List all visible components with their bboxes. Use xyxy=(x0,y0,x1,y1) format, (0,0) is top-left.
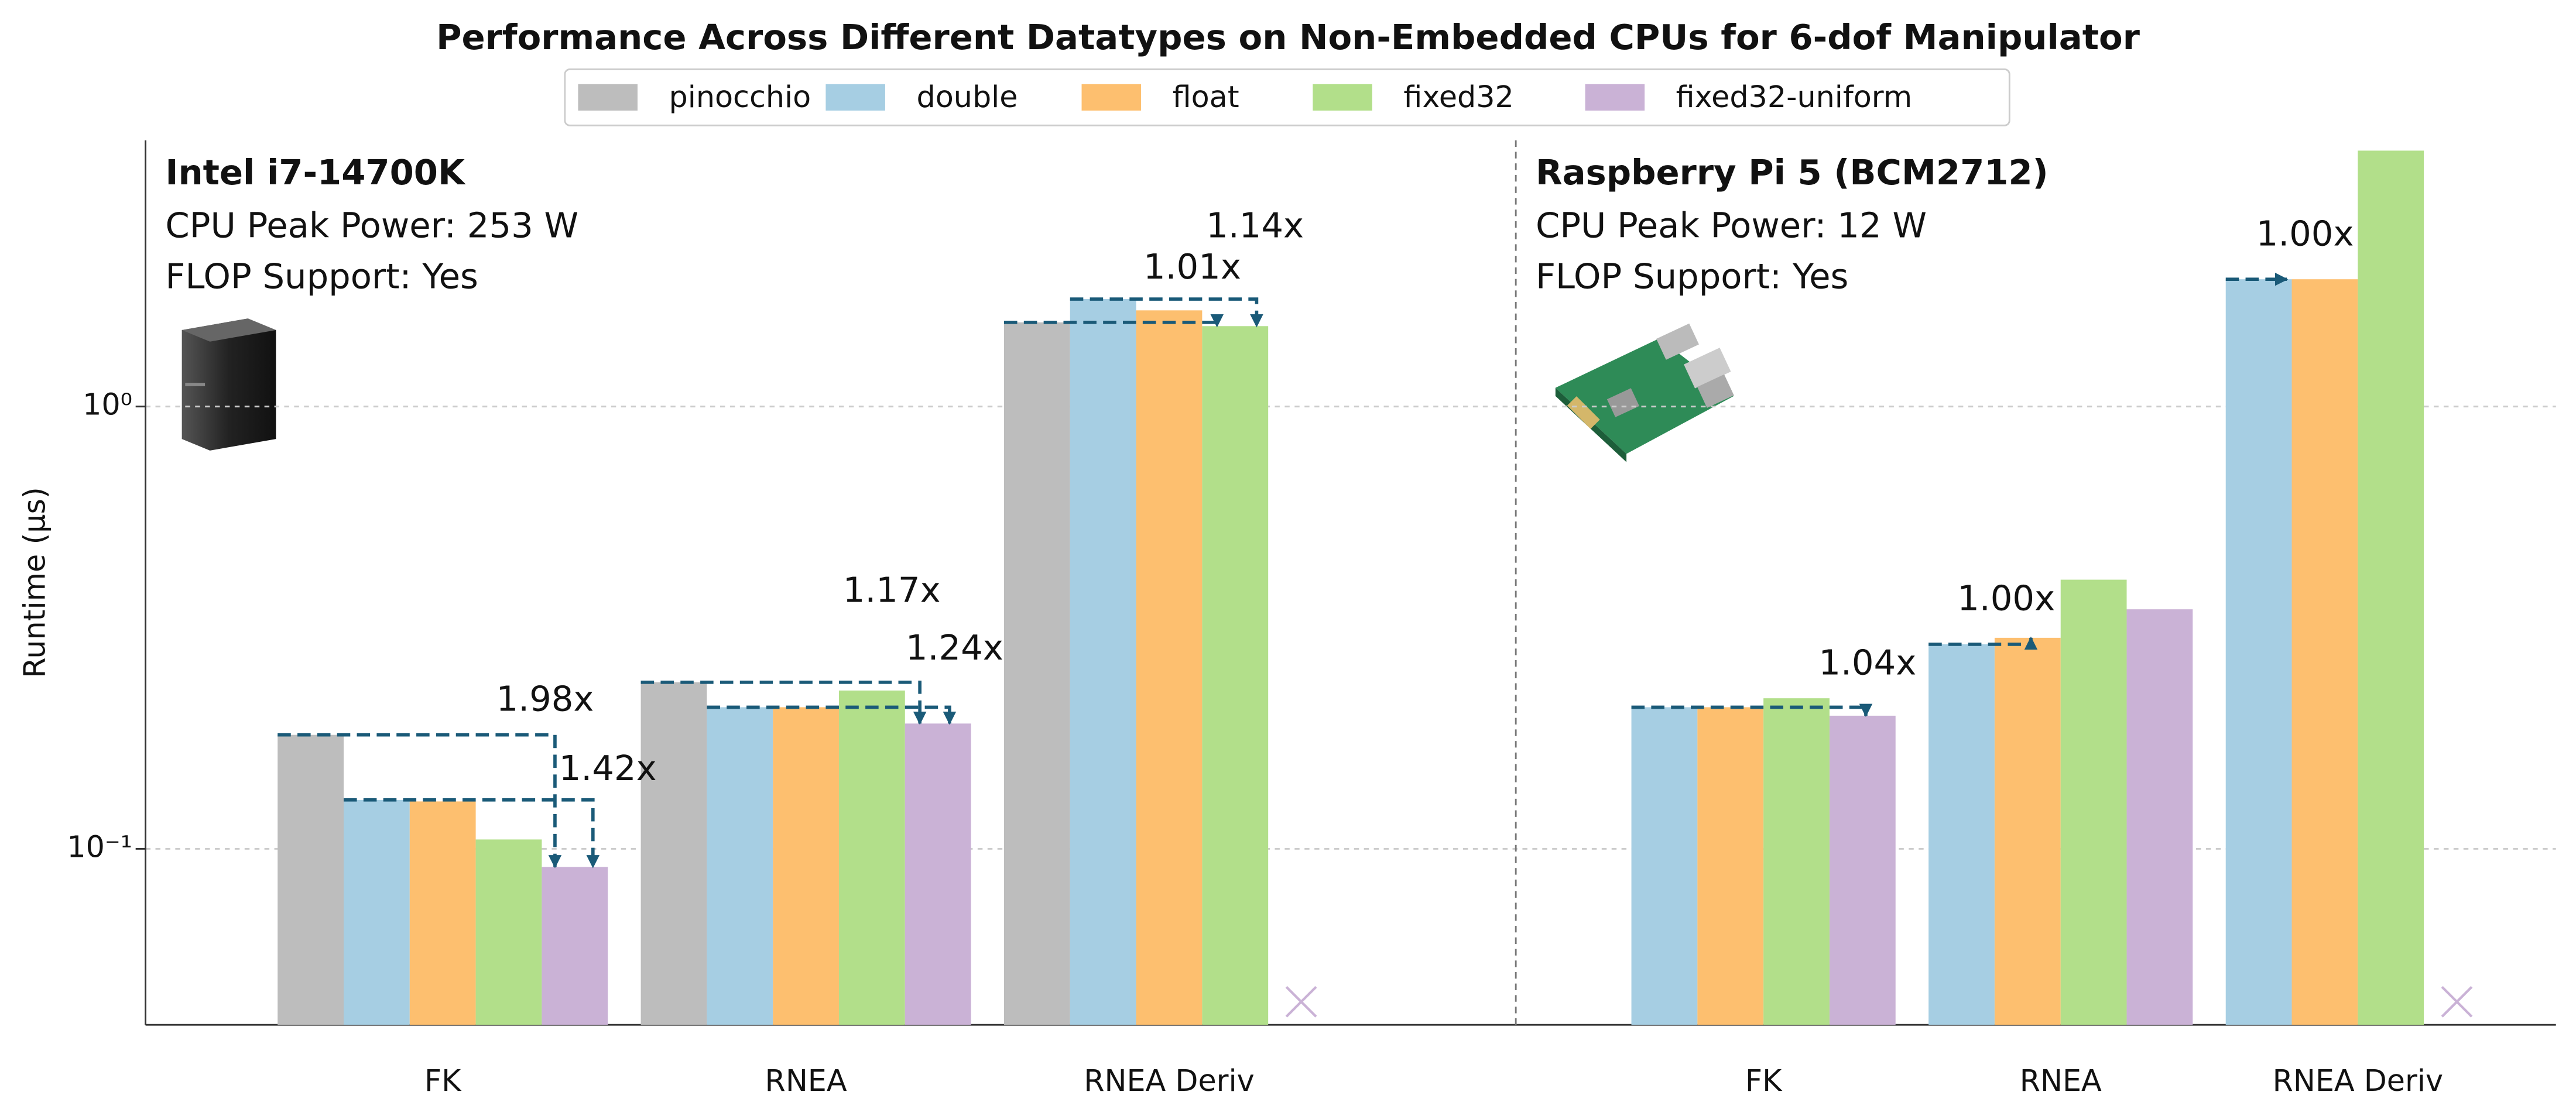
bar xyxy=(1631,707,1698,1025)
legend-label: float xyxy=(1173,80,1239,114)
bar xyxy=(1070,299,1136,1025)
bar xyxy=(475,839,542,1025)
speedup-arrow xyxy=(707,705,957,725)
panel-title: Raspberry Pi 5 (BCM2712) xyxy=(1536,152,2049,193)
bar xyxy=(1697,707,1764,1025)
legend-label: pinocchio xyxy=(669,80,811,114)
bar xyxy=(1136,310,1203,1025)
speedup-arrow xyxy=(640,681,927,725)
speedup-label: 1.00x xyxy=(1957,578,2055,619)
legend-box xyxy=(564,68,2010,126)
legend-swatch xyxy=(825,84,885,111)
bar xyxy=(1829,715,1896,1025)
panel-subtitle: FLOP Support: Yes xyxy=(1536,256,1848,297)
bar xyxy=(1994,637,2061,1025)
bar xyxy=(2358,150,2424,1025)
bar xyxy=(905,723,971,1025)
speedup-arrow xyxy=(1070,297,1263,328)
x-tick-label: RNEA xyxy=(2020,1063,2102,1098)
bar xyxy=(343,799,410,1025)
bar xyxy=(542,867,608,1025)
bar xyxy=(1928,644,1995,1025)
desktop-icon xyxy=(181,318,276,451)
panel-subtitle: FLOP Support: Yes xyxy=(165,256,478,297)
speedup-arrow xyxy=(343,798,600,868)
panel-title: Intel i7-14700K xyxy=(165,152,466,193)
bar xyxy=(409,801,476,1025)
raspberry-pi-icon xyxy=(1555,323,1734,462)
speedup-label: 1.00x xyxy=(2256,213,2354,253)
x-tick-label: RNEA Deriv xyxy=(1084,1063,1254,1098)
legend-swatch xyxy=(578,84,638,111)
panel-subtitle: CPU Peak Power: 12 W xyxy=(1536,205,1927,245)
speedup-label: 1.98x xyxy=(496,679,594,719)
bar xyxy=(278,734,344,1025)
speedup-arrow xyxy=(278,733,562,868)
bar xyxy=(2291,279,2358,1025)
bar xyxy=(773,707,839,1025)
x-tick-label: FK xyxy=(424,1063,462,1098)
legend-swatch xyxy=(1585,84,1645,111)
speedup-label: 1.17x xyxy=(843,569,941,610)
x-tick-label: RNEA Deriv xyxy=(2273,1063,2443,1098)
bar xyxy=(1202,326,1269,1025)
speedup-label: 1.42x xyxy=(559,748,657,788)
speedup-arrow xyxy=(1928,636,2038,650)
bar xyxy=(2126,609,2193,1025)
bar xyxy=(707,707,773,1025)
speedup-arrow xyxy=(1003,314,1224,328)
speedup-arrow xyxy=(1631,703,1873,717)
x-tick-label: RNEA xyxy=(765,1063,847,1098)
legend-swatch xyxy=(1081,84,1142,111)
chart-title: Performance Across Different Datatypes o… xyxy=(436,17,2140,57)
legend-label: double xyxy=(917,80,1018,114)
speedup-label: 1.14x xyxy=(1206,205,1304,245)
legend-label: fixed32 xyxy=(1403,80,1513,114)
panel-subtitle: CPU Peak Power: 253 W xyxy=(165,205,578,245)
y-tick-label: 10⁰ xyxy=(83,387,132,422)
bar xyxy=(640,682,707,1025)
y-tick-label: 10⁻¹ xyxy=(67,829,132,864)
bar xyxy=(1763,698,1830,1025)
bar xyxy=(1003,322,1070,1025)
speedup-label: 1.24x xyxy=(906,627,1003,668)
speedup-label: 1.04x xyxy=(1818,643,1916,683)
legend-label: fixed32-uniform xyxy=(1676,80,1913,114)
y-axis-label: Runtime (µs) xyxy=(17,487,52,678)
missing-marker xyxy=(2441,986,2473,1018)
x-tick-label: FK xyxy=(1745,1063,1783,1098)
speedup-label: 1.01x xyxy=(1143,246,1241,287)
missing-marker xyxy=(1285,986,1317,1018)
bar xyxy=(2225,279,2292,1025)
legend-swatch xyxy=(1313,84,1372,111)
bar xyxy=(2060,579,2127,1025)
bar xyxy=(838,690,905,1025)
